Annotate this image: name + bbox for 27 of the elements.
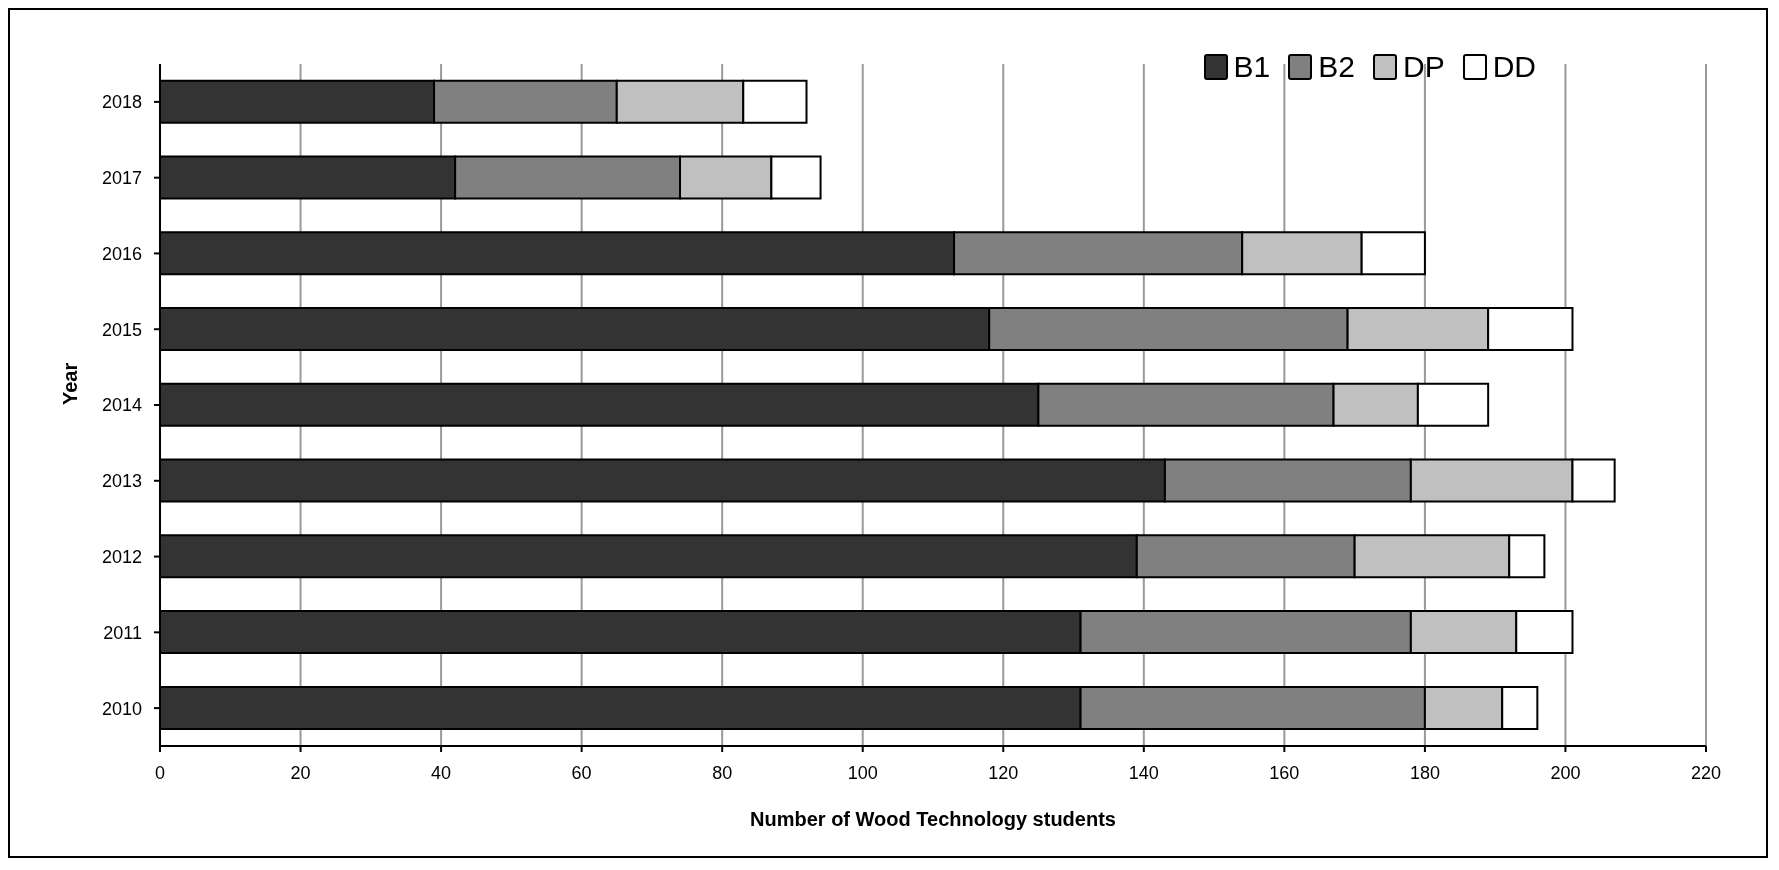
y-tick-label: 2014: [101, 395, 142, 416]
x-tick-label: 40: [431, 762, 452, 783]
x-tick-label: 180: [1409, 762, 1440, 783]
x-tick-label: 100: [847, 762, 878, 783]
x-tick-label: 220: [1690, 762, 1722, 783]
y-tick-label: 2016: [101, 243, 142, 264]
legend-label: DD: [1492, 50, 1536, 84]
legend-label: DP: [1402, 50, 1445, 84]
y-tick-label: 2011: [103, 622, 142, 643]
y-tick-label: 2017: [101, 168, 142, 189]
y-tick-label: 2012: [101, 546, 142, 567]
x-axis-title: Number of Wood Technology students: [750, 808, 1116, 830]
x-tick-label: 20: [290, 762, 311, 783]
y-tick-label: 2010: [101, 698, 142, 719]
y-axis-title: Year: [59, 362, 82, 405]
x-tick-label: 160: [1269, 762, 1300, 783]
x-tick-label: 200: [1550, 762, 1581, 783]
x-tick-label: 0: [154, 762, 166, 783]
y-tick-label: 2018: [101, 92, 142, 113]
legend-label: B1: [1233, 50, 1271, 84]
legend-label: B2: [1318, 50, 1355, 84]
x-tick-label: 140: [1128, 762, 1159, 783]
y-tick-label: 2013: [101, 471, 142, 492]
x-tick-label: 80: [712, 762, 733, 783]
x-tick-label: 120: [988, 762, 1019, 783]
x-tick-label: 60: [571, 762, 592, 783]
y-tick-label: 2015: [101, 319, 142, 340]
